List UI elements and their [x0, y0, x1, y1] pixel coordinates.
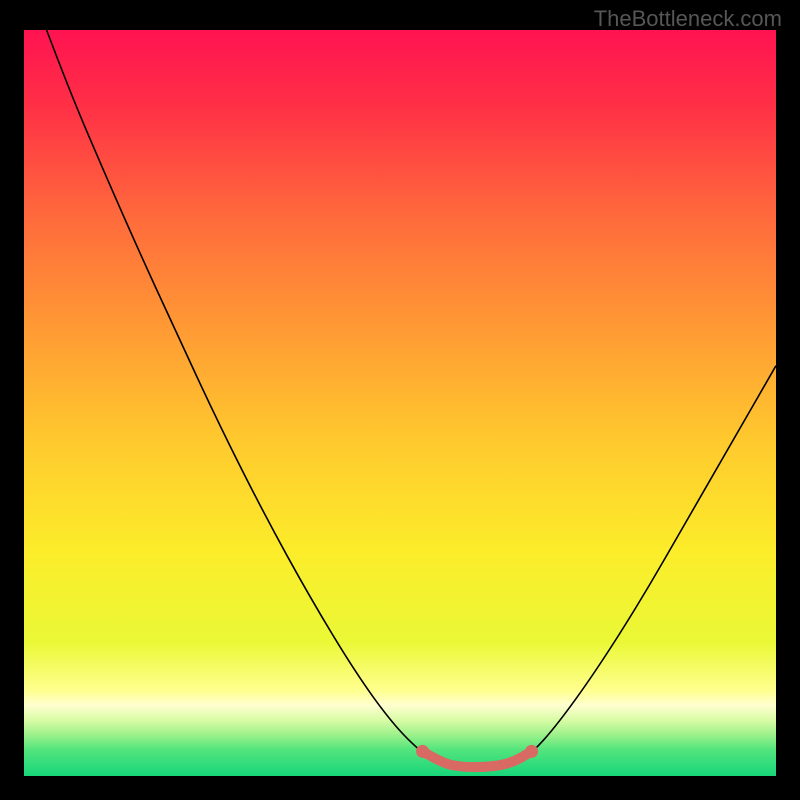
- optimal-range-highlight: [423, 751, 532, 767]
- plot-area: [24, 30, 776, 776]
- bottleneck-curve: [47, 30, 776, 769]
- chart-frame: TheBottleneck.com: [0, 0, 800, 800]
- watermark-label: TheBottleneck.com: [594, 6, 782, 32]
- curve-layer: [24, 30, 776, 776]
- highlight-start-marker: [416, 745, 429, 758]
- highlight-end-marker: [525, 745, 538, 758]
